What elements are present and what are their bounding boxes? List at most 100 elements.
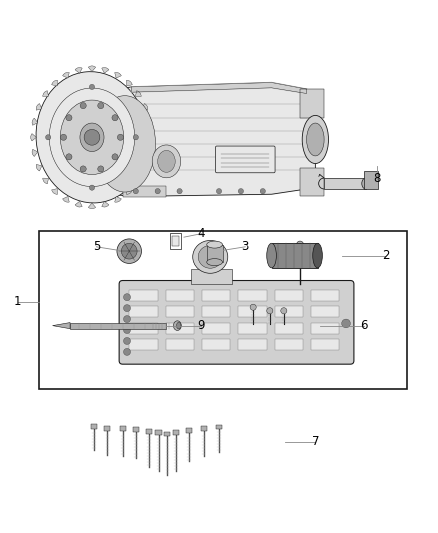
Bar <box>120 426 126 431</box>
Wedge shape <box>115 197 121 202</box>
Circle shape <box>121 243 137 259</box>
Bar <box>324 178 366 189</box>
Bar <box>364 172 378 189</box>
Circle shape <box>124 316 131 322</box>
Circle shape <box>260 189 265 194</box>
Text: 3: 3 <box>242 240 249 253</box>
Circle shape <box>80 102 86 109</box>
Wedge shape <box>43 178 49 184</box>
Wedge shape <box>135 178 141 184</box>
Ellipse shape <box>267 308 273 314</box>
Bar <box>129 290 158 301</box>
FancyBboxPatch shape <box>119 280 354 364</box>
Bar <box>300 89 324 118</box>
Text: 1: 1 <box>14 295 21 308</box>
Circle shape <box>177 189 182 194</box>
Ellipse shape <box>307 123 324 156</box>
Wedge shape <box>148 134 153 141</box>
Circle shape <box>66 115 72 121</box>
Wedge shape <box>115 72 121 78</box>
Ellipse shape <box>250 304 256 310</box>
Wedge shape <box>135 91 141 96</box>
Wedge shape <box>63 72 69 78</box>
Wedge shape <box>31 134 36 141</box>
Bar <box>238 322 267 334</box>
Text: 6: 6 <box>360 319 367 332</box>
Circle shape <box>133 135 138 140</box>
Bar <box>300 168 324 197</box>
Wedge shape <box>36 164 42 171</box>
Circle shape <box>124 294 131 301</box>
Ellipse shape <box>267 243 276 268</box>
Bar <box>311 290 339 301</box>
Wedge shape <box>142 103 148 110</box>
Circle shape <box>84 130 100 145</box>
Wedge shape <box>75 201 82 207</box>
Circle shape <box>89 84 95 90</box>
Bar <box>207 245 223 262</box>
Wedge shape <box>102 68 109 73</box>
Wedge shape <box>127 189 132 195</box>
Bar <box>129 306 158 317</box>
Bar <box>191 269 232 284</box>
Bar <box>133 427 139 432</box>
Ellipse shape <box>80 123 104 151</box>
Text: 5: 5 <box>93 240 100 253</box>
Bar <box>275 322 303 334</box>
Wedge shape <box>127 80 132 86</box>
Ellipse shape <box>60 100 124 174</box>
Ellipse shape <box>281 308 287 314</box>
Polygon shape <box>92 83 315 197</box>
Ellipse shape <box>207 241 223 248</box>
Wedge shape <box>146 149 152 157</box>
Bar <box>311 306 339 317</box>
Circle shape <box>60 134 67 140</box>
Bar <box>275 339 303 350</box>
Ellipse shape <box>94 96 155 192</box>
Bar <box>201 426 207 431</box>
Wedge shape <box>43 91 49 96</box>
Bar <box>91 424 97 429</box>
Ellipse shape <box>36 71 148 203</box>
Bar <box>173 430 179 435</box>
Bar <box>238 306 267 317</box>
Bar <box>166 322 194 334</box>
Bar <box>104 426 110 431</box>
Circle shape <box>89 185 95 190</box>
Polygon shape <box>53 322 70 329</box>
Bar <box>146 429 152 434</box>
Circle shape <box>216 189 222 194</box>
Bar <box>170 233 181 249</box>
Bar <box>166 339 194 350</box>
Wedge shape <box>88 203 95 209</box>
Ellipse shape <box>193 240 228 273</box>
Circle shape <box>46 135 51 140</box>
Bar <box>129 322 158 334</box>
Ellipse shape <box>152 145 180 178</box>
Polygon shape <box>131 83 307 93</box>
Bar <box>166 306 194 317</box>
Wedge shape <box>142 164 148 171</box>
Wedge shape <box>102 201 109 207</box>
Circle shape <box>155 189 160 194</box>
Bar <box>123 187 166 197</box>
Text: 2: 2 <box>381 249 389 262</box>
Wedge shape <box>32 118 38 125</box>
Text: 4: 4 <box>198 227 205 240</box>
Bar <box>39 231 407 389</box>
Circle shape <box>80 166 86 172</box>
Bar <box>275 290 303 301</box>
Wedge shape <box>146 118 152 125</box>
Circle shape <box>133 189 138 194</box>
Wedge shape <box>32 149 38 157</box>
Ellipse shape <box>362 178 370 189</box>
Circle shape <box>117 134 124 140</box>
Bar <box>202 339 230 350</box>
Text: 8: 8 <box>373 172 380 185</box>
Text: 9: 9 <box>198 319 205 332</box>
Wedge shape <box>63 197 69 202</box>
Bar <box>70 322 166 329</box>
Bar <box>202 290 230 301</box>
Text: 7: 7 <box>311 435 319 448</box>
Circle shape <box>66 154 72 160</box>
